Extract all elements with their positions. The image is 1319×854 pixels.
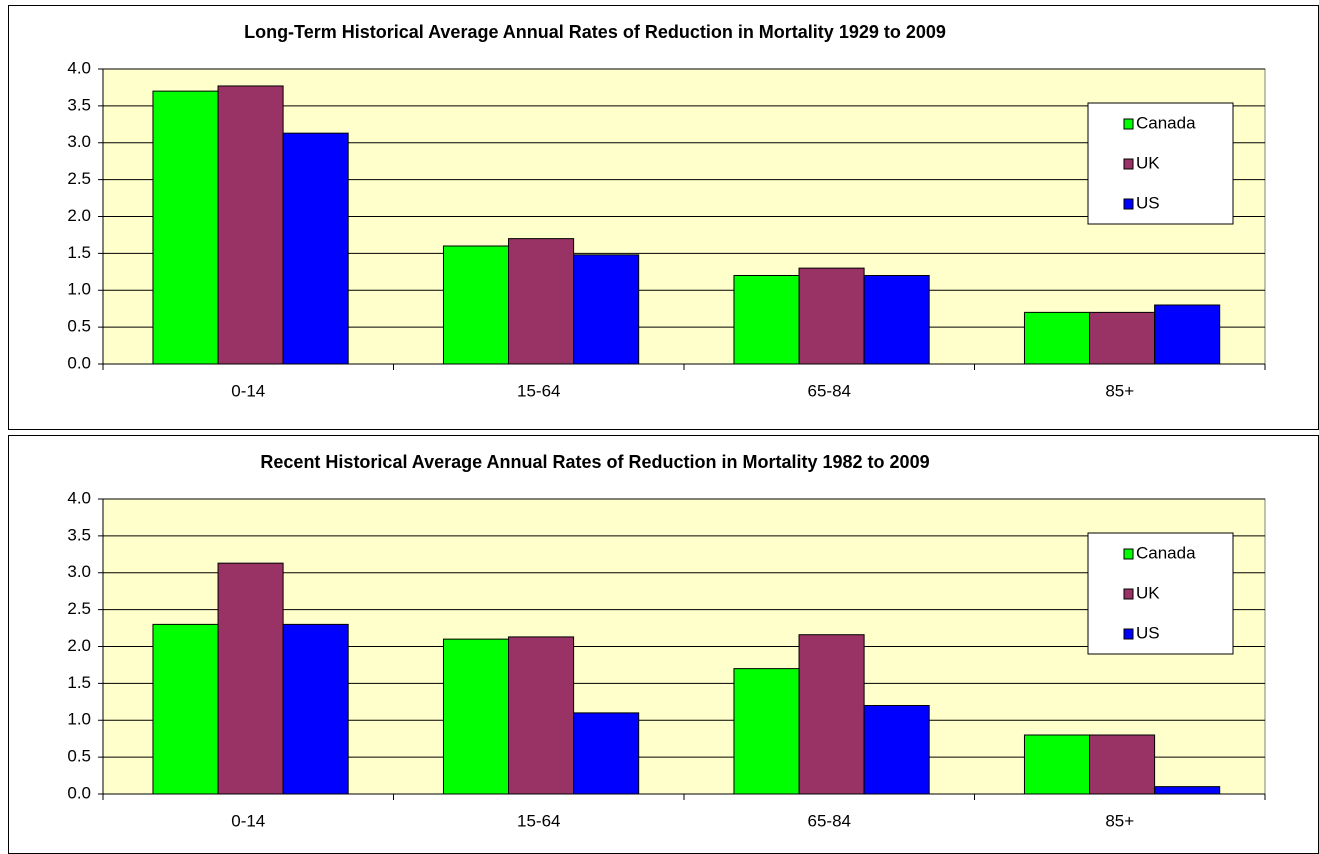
x-tick-label: 65-84 [808,811,851,830]
legend-label: Canada [1136,543,1196,562]
y-tick-label: 3.5 [67,95,91,114]
y-tick-label: 0.0 [67,353,91,372]
legend [1087,532,1234,655]
x-tick-label: 0-14 [231,381,265,400]
bar [1154,786,1221,795]
x-tick-label: 85+ [1105,381,1134,400]
x-tick-label: 15-64 [517,811,560,830]
x-tick-label: 15-64 [517,381,560,400]
bar [282,132,349,365]
bar [1089,311,1156,365]
chart-title: Long-Term Historical Average Annual Rate… [244,22,946,42]
bar [508,238,575,365]
legend-label: US [1136,623,1160,642]
x-tick-label: 0-14 [231,811,265,830]
legend-label: US [1136,193,1160,212]
y-tick-label: 1.0 [67,710,91,729]
y-tick-label: 2.5 [67,169,91,188]
y-tick-label: 0.0 [67,783,91,802]
y-tick-label: 0.5 [67,747,91,766]
legend-swatch [1123,628,1134,640]
bar [733,668,800,795]
legend-swatch [1123,548,1134,560]
x-tick-label: 85+ [1105,811,1134,830]
chart-title: Recent Historical Average Annual Rates o… [260,452,929,472]
bar [217,85,284,365]
legend-swatch [1123,118,1134,130]
y-tick-label: 0.5 [67,317,91,336]
bar [152,90,219,365]
bar [1089,734,1156,795]
y-tick-label: 3.0 [67,562,91,581]
legend-label: UK [1136,153,1160,172]
y-tick-label: 2.5 [67,599,91,618]
legend [1087,102,1234,225]
y-tick-label: 1.0 [67,280,91,299]
bar [442,638,510,795]
legend-swatch [1123,588,1134,600]
bar [573,712,640,795]
bar [508,636,575,795]
bar [1154,304,1221,365]
y-tick-label: 4.0 [67,58,91,77]
y-tick-label: 1.5 [67,243,91,262]
bar [798,267,865,365]
legend-swatch [1123,198,1134,210]
legend-swatch [1123,158,1134,170]
y-tick-label: 3.5 [67,525,91,544]
bar [1023,734,1091,795]
bar [863,705,930,795]
legend-label: UK [1136,583,1160,602]
bar [733,275,800,365]
bar [152,623,219,795]
bar [217,562,284,795]
bar [442,245,510,365]
y-tick-label: 4.0 [67,488,91,507]
y-tick-label: 2.0 [67,206,91,225]
x-tick-label: 65-84 [808,381,851,400]
bar [863,275,930,365]
y-tick-label: 2.0 [67,636,91,655]
y-tick-label: 1.5 [67,673,91,692]
y-tick-label: 3.0 [67,132,91,151]
bar [798,634,865,795]
bar [573,254,640,365]
bar [282,623,349,795]
bar [1023,311,1091,365]
legend-label: Canada [1136,113,1196,132]
